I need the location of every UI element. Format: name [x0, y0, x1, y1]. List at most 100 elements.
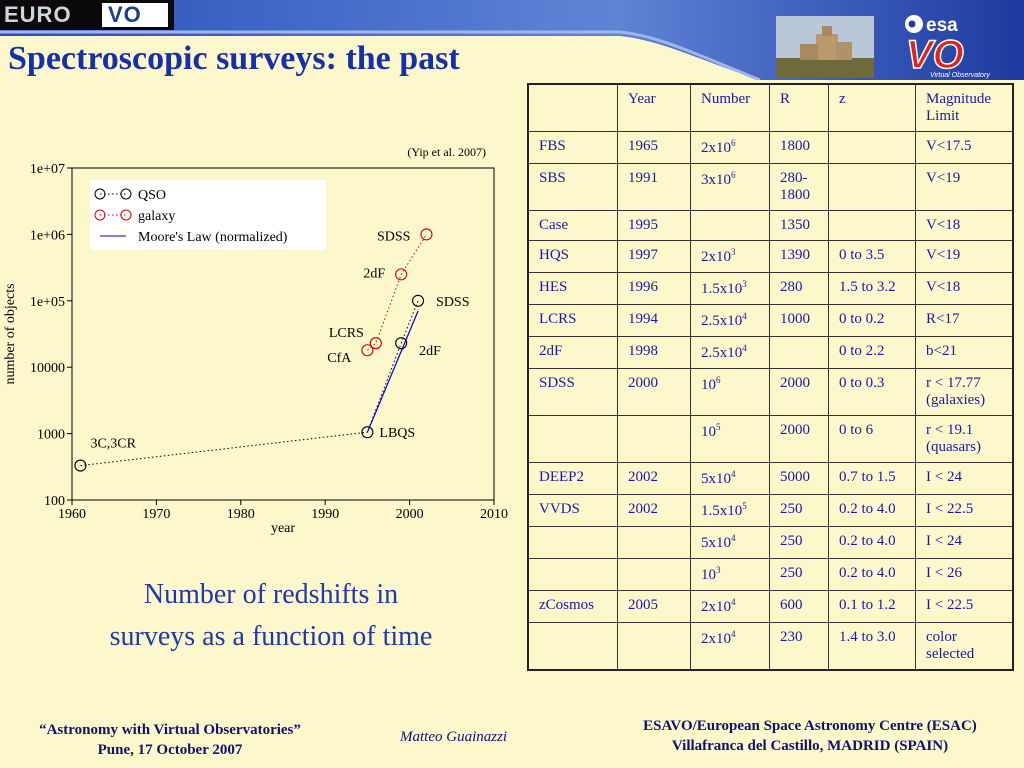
table-row: SDSS 2000 106 2000 0 to 0.3 r < 17.77 (galaxi… [527, 368, 1014, 416]
y-tick-label: 100 [44, 494, 65, 509]
chart-caption-line1: Number of redshifts in [143, 579, 399, 610]
table-cell: 3x106 [690, 163, 770, 211]
table-cell: 2.5x104 [690, 336, 770, 369]
table-cell: Case [527, 210, 618, 241]
esa-logo-text: esa [926, 15, 958, 36]
legend-galaxy-marker [94, 209, 106, 221]
table-cell [617, 526, 691, 559]
table-cell: 0 to 6 [828, 415, 916, 463]
table-cell [527, 526, 618, 559]
y-tick-label: 1e+05 [30, 295, 65, 310]
table-cell: 1.5x103 [690, 272, 770, 305]
slide-title: Spectroscopic surveys: the past [8, 40, 460, 77]
table-cell [617, 622, 691, 671]
table-cell [527, 415, 618, 463]
table-header-cell: Magnitude Limit [915, 83, 1014, 132]
table-cell: 2x106 [690, 131, 770, 164]
table-cell [617, 415, 691, 463]
table-cell [828, 210, 916, 241]
x-tick-label: 2000 [396, 507, 424, 522]
table-row: 2x104 230 1.4 to 3.0 color selected [527, 622, 1014, 671]
table-cell: 2dF [527, 336, 618, 369]
table-cell [527, 558, 618, 591]
esa-vo-logo-subtitle: Virtual Observatory [930, 72, 990, 79]
legend-moore-label: Moore's Law (normalized) [138, 230, 288, 245]
qso-point-label: LBQS [379, 426, 415, 441]
table-cell: 106 [690, 368, 770, 416]
table-cell: 103 [690, 558, 770, 591]
table-cell: 0 to 2.2 [828, 336, 916, 369]
table-row: HES 1996 1.5x103 280 1.5 to 3.2 V<18 [527, 272, 1014, 305]
table-cell: 1.5x105 [690, 494, 770, 527]
header-banner [0, 0, 1024, 80]
table-cell: r < 17.77 (galaxies) [915, 368, 1014, 416]
footer-event: “Astronomy with Virtual Observatories” P… [10, 720, 330, 760]
table-header-cell [527, 83, 618, 132]
table-cell: I < 22.5 [915, 590, 1014, 623]
table-cell: 1800 [769, 131, 829, 164]
table-cell: V<19 [915, 240, 1014, 273]
footer-event-date: Pune, 17 October 2007 [97, 742, 243, 758]
table-cell: 1350 [769, 210, 829, 241]
table-cell: 1997 [617, 240, 691, 273]
table-cell [769, 336, 829, 369]
table-cell: 105 [690, 415, 770, 463]
table-cell: 0.1 to 1.2 [828, 590, 916, 623]
table-cell: 0.2 to 4.0 [828, 558, 916, 591]
table-cell [828, 163, 916, 211]
table-cell [690, 210, 770, 241]
table-cell: I < 26 [915, 558, 1014, 591]
table-cell [527, 622, 618, 671]
table-cell: I < 24 [915, 462, 1014, 495]
table-cell: 5000 [769, 462, 829, 495]
esa-vo-logo: esa VO Virtual Observatory [905, 15, 990, 79]
x-axis-label: year [271, 521, 295, 536]
table-cell: 5x104 [690, 526, 770, 559]
legend-qso-label: QSO [138, 188, 166, 203]
table-row: 2dF 1998 2.5x104 0 to 2.2 b<21 [527, 336, 1014, 369]
table-row: 5x104 250 0.2 to 4.0 I < 24 [527, 526, 1014, 559]
footer-institution-location: Villafranca del Castillo, MADRID (SPAIN) [671, 738, 949, 754]
qso-point [395, 337, 408, 350]
y-tick-label: 1000 [37, 428, 65, 443]
table-header-cell: z [828, 83, 916, 132]
table-cell: 0.2 to 4.0 [828, 526, 916, 559]
qso-series-line [80, 300, 419, 467]
castle-photo [776, 16, 874, 78]
table-cell: 0 to 3.5 [828, 240, 916, 273]
table-cell: 2x104 [690, 622, 770, 671]
table-row: FBS 1965 2x106 1800 V<17.5 [527, 131, 1014, 164]
chart-citation: (Yip et al. 2007) [407, 145, 486, 159]
table-header-cell: Year [617, 83, 691, 132]
table-cell: HES [527, 272, 618, 305]
table-cell: 280-1800 [769, 163, 829, 211]
qso-point-label: 2dF [419, 344, 441, 359]
table-cell: 2.5x104 [690, 304, 770, 337]
qso-point [361, 426, 374, 439]
table-cell: 250 [769, 494, 829, 527]
galaxy-point-label: LCRS [329, 326, 364, 341]
table-cell: 1390 [769, 240, 829, 273]
y-tick-label: 1e+07 [30, 162, 65, 177]
table-row: zCosmos 2005 2x104 600 0.1 to 1.2 I < 22.5 [527, 590, 1014, 623]
galaxy-point [420, 228, 433, 241]
table-cell: 5x104 [690, 462, 770, 495]
table-body: FBS 1965 2x106 1800 V<17.5 SBS 1991 3x106 280-18… [527, 131, 1014, 671]
legend-galaxy-label: galaxy [138, 209, 175, 224]
table-row: HQS 1997 2x103 1390 0 to 3.5 V<19 [527, 240, 1014, 273]
table-cell: V<17.5 [915, 131, 1014, 164]
euro-vo-logo-vo: VO [108, 2, 142, 27]
table-cell: 2000 [769, 368, 829, 416]
table-cell: I < 22.5 [915, 494, 1014, 527]
x-tick-label: 1980 [227, 507, 255, 522]
y-tick-label: 10000 [30, 361, 65, 376]
table-row: LCRS 1994 2.5x104 1000 0 to 0.2 R<17 [527, 304, 1014, 337]
table-cell: 250 [769, 526, 829, 559]
table-row: Case 1995 1350 V<18 [527, 210, 1014, 241]
table-cell: 1965 [617, 131, 691, 164]
table-cell: 1991 [617, 163, 691, 211]
table-cell [617, 558, 691, 591]
chart-caption: Number of redshifts in surveys as a func… [56, 574, 486, 658]
